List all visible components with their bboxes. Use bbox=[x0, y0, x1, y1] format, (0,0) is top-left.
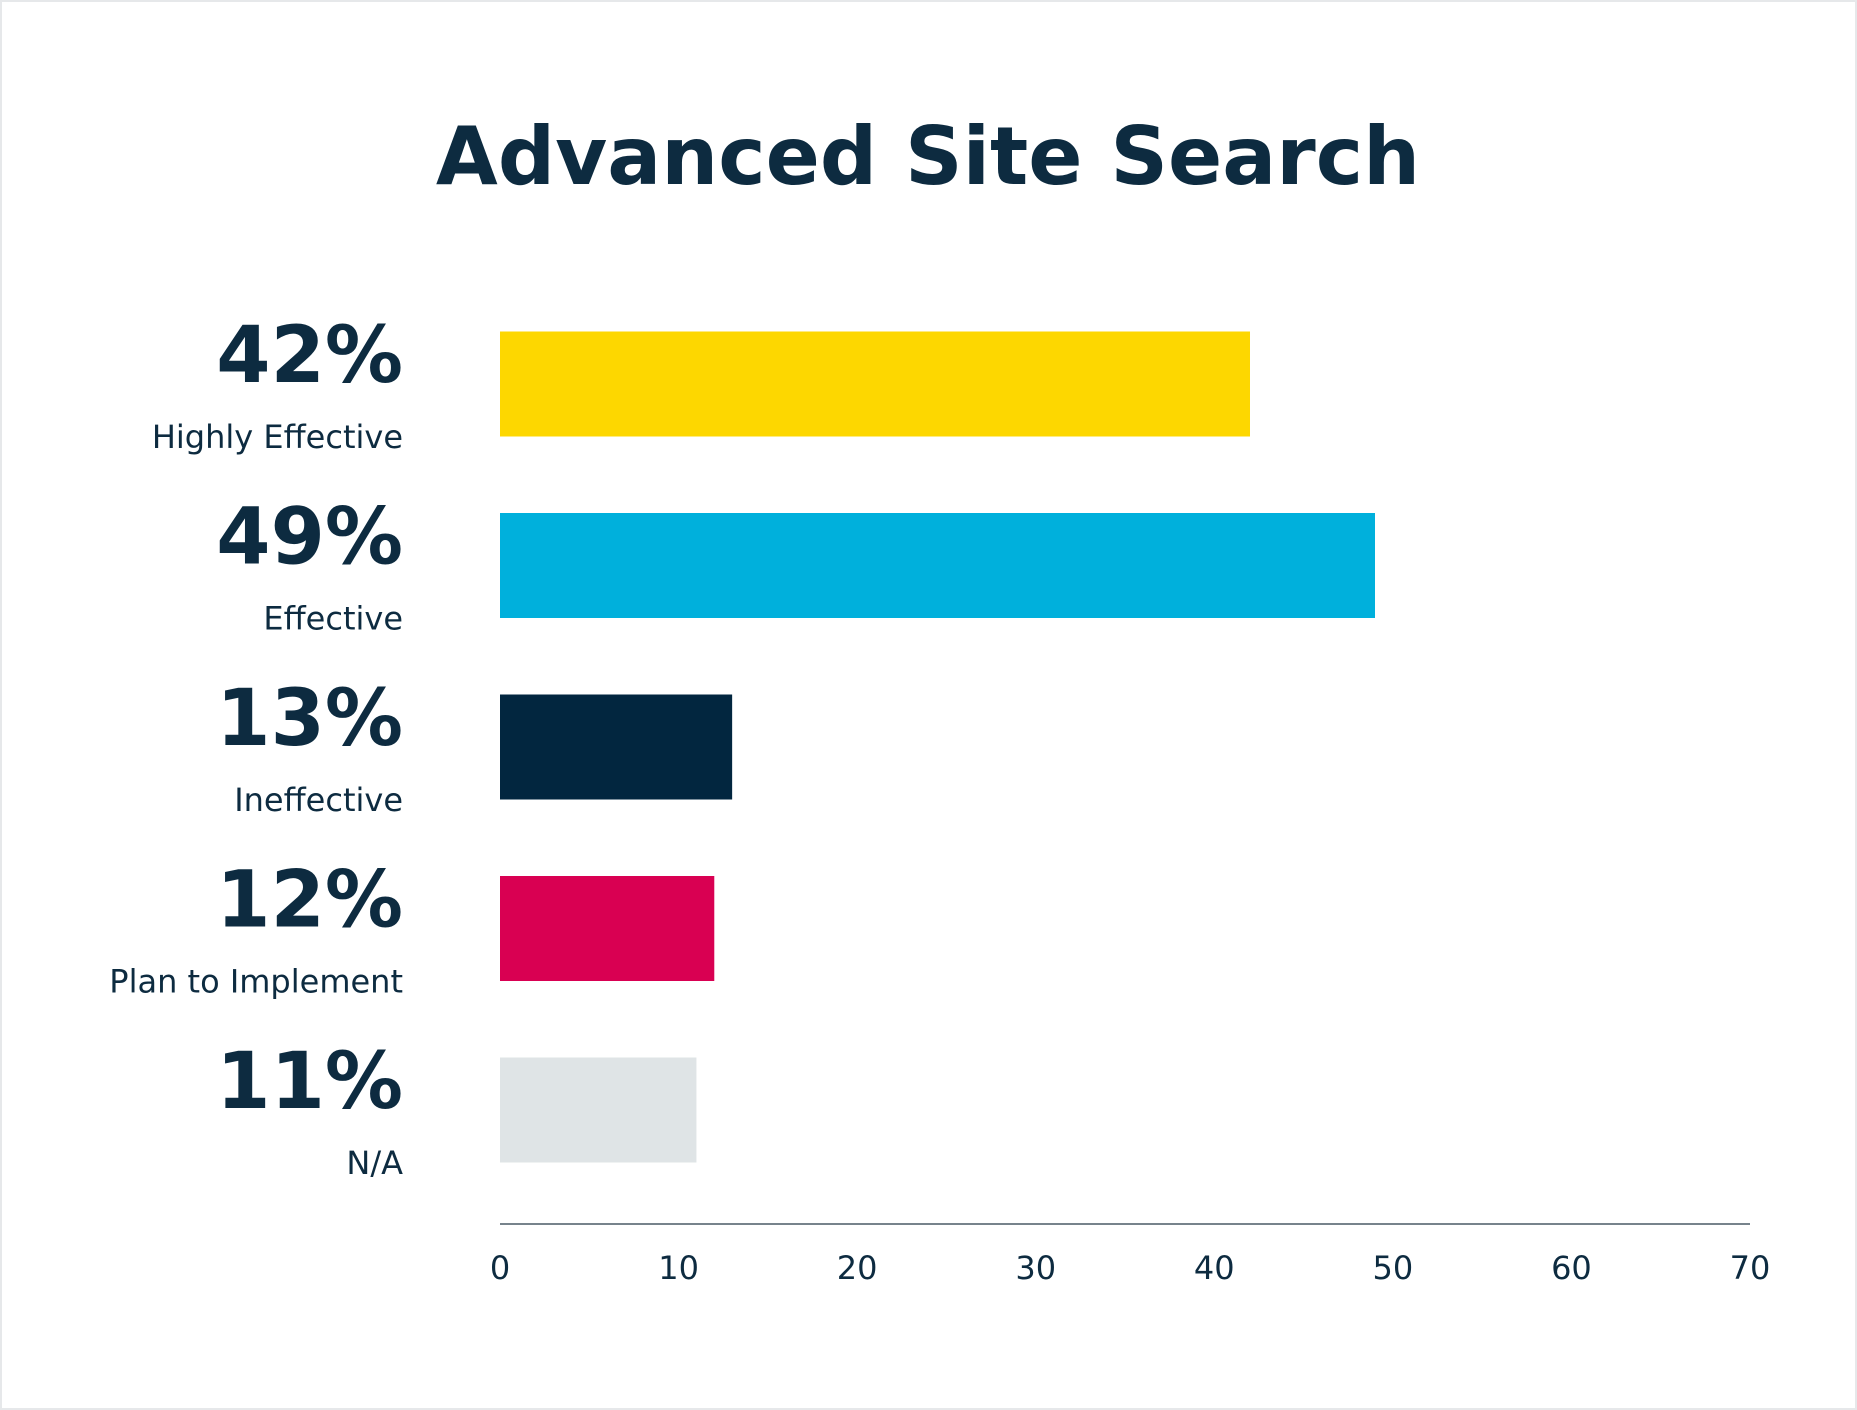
bar bbox=[500, 694, 733, 800]
x-tick-label: 70 bbox=[1730, 1249, 1771, 1287]
x-tick-label: 20 bbox=[837, 1249, 878, 1287]
value-label: 49% bbox=[216, 493, 403, 583]
x-tick-label: 40 bbox=[1194, 1249, 1235, 1287]
category-label: Ineffective bbox=[234, 781, 403, 819]
x-tick-label: 30 bbox=[1015, 1249, 1056, 1287]
bar bbox=[500, 1057, 697, 1163]
value-label: 12% bbox=[216, 856, 403, 946]
value-label: 11% bbox=[216, 1037, 403, 1127]
category-label: Highly Effective bbox=[152, 418, 403, 456]
x-tick-label: 50 bbox=[1372, 1249, 1413, 1287]
value-label: 42% bbox=[216, 311, 403, 401]
category-label: Plan to Implement bbox=[109, 963, 403, 1001]
bar bbox=[500, 513, 1375, 618]
chart-title: Advanced Site Search bbox=[436, 110, 1420, 203]
value-label: 13% bbox=[216, 674, 403, 764]
x-tick-label: 0 bbox=[490, 1249, 510, 1287]
bar bbox=[500, 331, 1250, 437]
bar bbox=[500, 876, 715, 981]
category-label: Effective bbox=[263, 600, 403, 638]
x-tick-label: 10 bbox=[658, 1249, 699, 1287]
category-label: N/A bbox=[346, 1144, 403, 1182]
x-tick-label: 60 bbox=[1551, 1249, 1592, 1287]
